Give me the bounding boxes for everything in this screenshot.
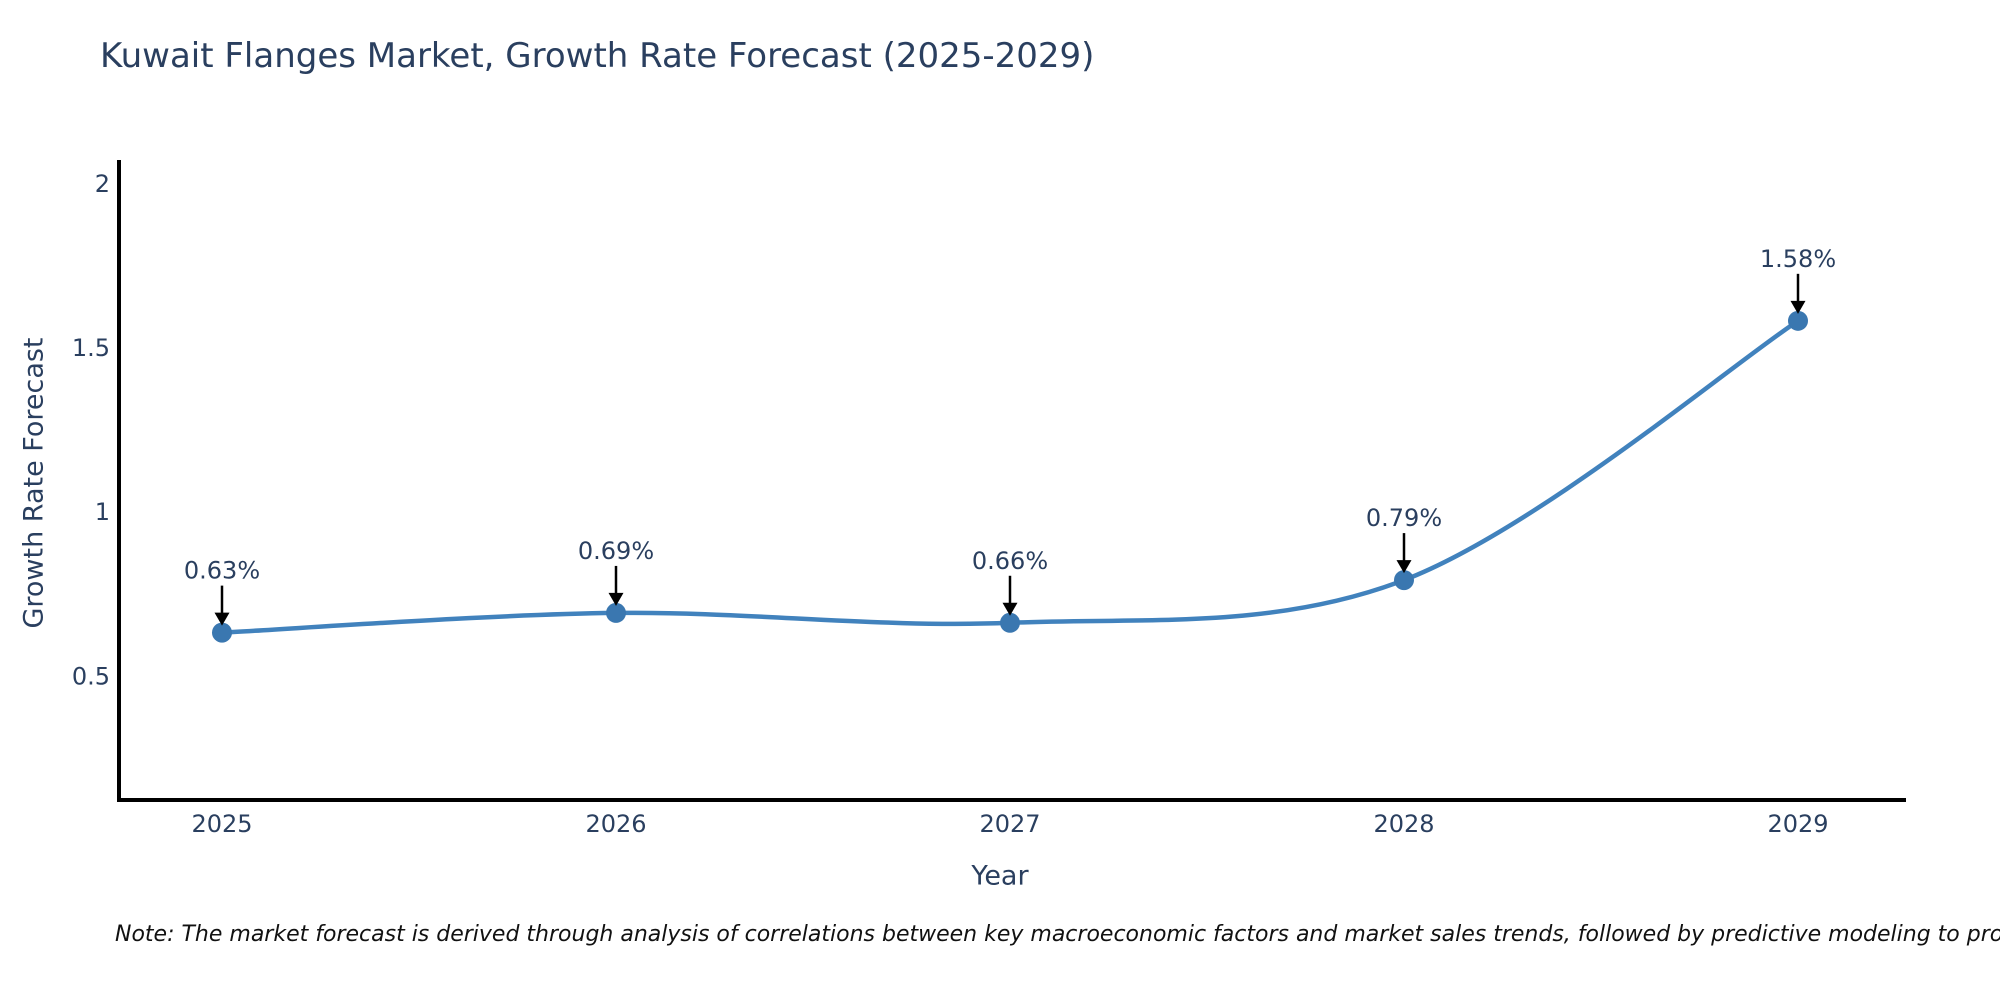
x-tick-label-2025: 2025: [191, 810, 252, 838]
x-tick-label-2027: 2027: [979, 810, 1040, 838]
annotation-arrowhead-2028: [1396, 560, 1412, 574]
y-axis-title: Growth Rate Forecast: [18, 337, 50, 629]
y-tick-label-1: 1: [95, 498, 110, 526]
annotation-label-2027: 0.66%: [972, 547, 1048, 575]
footnote: Note: The market forecast is derived thr…: [115, 922, 2000, 947]
y-tick-label-1.5: 1.5: [72, 334, 110, 362]
y-tick-label-2: 2: [95, 170, 110, 198]
y-tick-label-0.5: 0.5: [72, 662, 110, 690]
chart-title: Kuwait Flanges Market, Growth Rate Forec…: [100, 36, 1095, 76]
x-axis-title: Year: [971, 860, 1029, 892]
data-point-2025: [212, 622, 232, 643]
annotation-label-2028: 0.79%: [1366, 504, 1442, 532]
data-point-2026: [606, 602, 626, 623]
x-tick-label-2029: 2029: [1767, 810, 1828, 838]
data-point-2027: [1000, 612, 1020, 633]
annotation-arrowhead-2026: [608, 592, 624, 606]
x-tick-label-2028: 2028: [1373, 810, 1434, 838]
data-point-2029: [1788, 310, 1808, 331]
annotation-arrowhead-2025: [214, 612, 230, 626]
annotation-label-2026: 0.69%: [578, 537, 654, 565]
annotation-label-2029: 1.58%: [1760, 245, 1836, 273]
data-point-2028: [1394, 570, 1414, 591]
x-tick-label-2026: 2026: [585, 810, 646, 838]
annotation-arrowhead-2027: [1002, 602, 1018, 616]
annotation-label-2025: 0.63%: [184, 557, 260, 585]
annotation-arrowhead-2029: [1790, 300, 1806, 314]
